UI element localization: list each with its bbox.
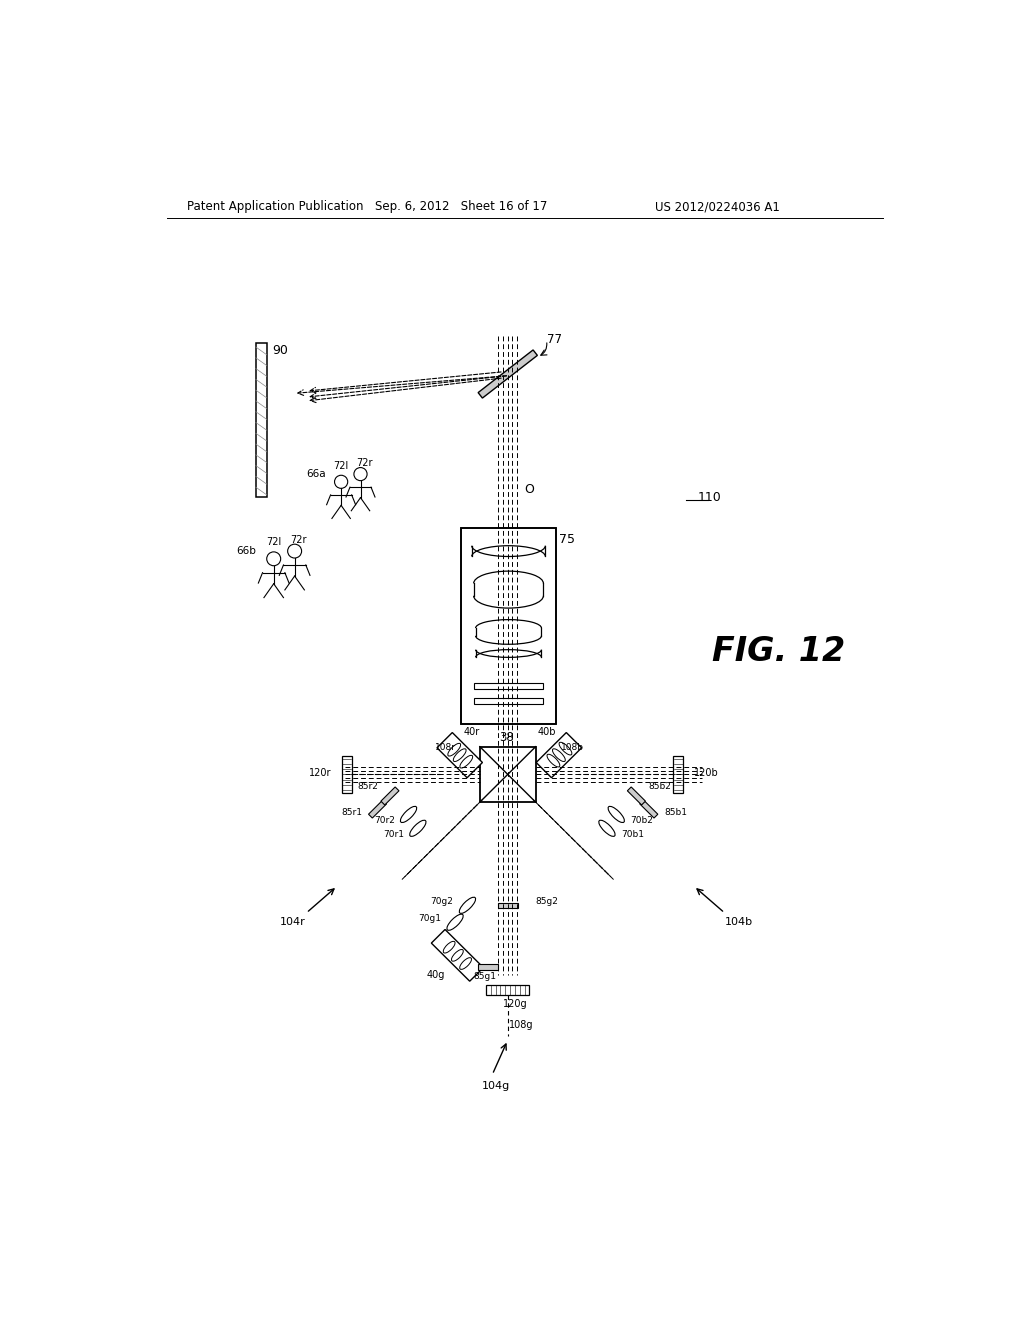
Text: 85r2: 85r2 [357, 783, 378, 791]
Text: FIG. 12: FIG. 12 [713, 635, 846, 668]
Text: 104r: 104r [280, 917, 305, 927]
Text: 40b: 40b [538, 727, 556, 737]
Text: O: O [524, 483, 535, 496]
Text: 90: 90 [272, 345, 289, 358]
Text: 85g1: 85g1 [473, 972, 496, 981]
Text: 85b2: 85b2 [648, 783, 671, 791]
Bar [461, 528, 556, 725]
Text: 70g2: 70g2 [431, 898, 454, 906]
Text: 77: 77 [547, 333, 562, 346]
Ellipse shape [599, 820, 615, 837]
Ellipse shape [553, 748, 565, 762]
Ellipse shape [608, 807, 625, 822]
Text: 72l: 72l [334, 462, 349, 471]
Text: 110: 110 [697, 491, 721, 504]
Polygon shape [342, 756, 351, 793]
Ellipse shape [266, 552, 281, 566]
Ellipse shape [460, 898, 475, 913]
Text: 70g1: 70g1 [418, 913, 441, 923]
Text: 120r: 120r [308, 768, 331, 777]
Polygon shape [673, 756, 683, 793]
Bar [461, 528, 556, 725]
Text: 72r: 72r [290, 535, 307, 545]
Text: 72r: 72r [356, 458, 373, 467]
Text: 72l: 72l [266, 537, 282, 546]
Polygon shape [431, 929, 483, 981]
Bar [480, 747, 536, 803]
Text: 75: 75 [559, 533, 575, 546]
Polygon shape [486, 985, 529, 995]
Polygon shape [369, 800, 387, 818]
Polygon shape [498, 903, 518, 908]
Bar [256, 343, 266, 498]
Ellipse shape [446, 915, 463, 931]
Ellipse shape [443, 941, 455, 953]
Ellipse shape [559, 742, 571, 755]
Text: 104b: 104b [725, 917, 753, 927]
Text: 70b2: 70b2 [630, 816, 653, 825]
Polygon shape [478, 964, 499, 970]
Polygon shape [640, 800, 657, 818]
Text: 85g2: 85g2 [535, 898, 558, 906]
Text: 70b1: 70b1 [621, 830, 644, 840]
Text: US 2012/0224036 A1: US 2012/0224036 A1 [654, 201, 779, 214]
Text: Patent Application Publication: Patent Application Publication [187, 201, 364, 214]
Text: 120b: 120b [693, 768, 719, 777]
Ellipse shape [335, 475, 348, 488]
Bar [474, 682, 544, 689]
Text: 120g: 120g [503, 999, 527, 1008]
Ellipse shape [547, 754, 560, 767]
Text: 70r2: 70r2 [374, 816, 394, 825]
Ellipse shape [410, 820, 426, 837]
Polygon shape [437, 733, 482, 777]
Text: 40g: 40g [426, 970, 444, 979]
Ellipse shape [460, 957, 471, 969]
Polygon shape [537, 733, 582, 777]
Ellipse shape [454, 748, 466, 762]
Ellipse shape [460, 755, 473, 768]
Ellipse shape [452, 949, 463, 961]
Bar [474, 698, 544, 705]
Ellipse shape [447, 743, 461, 756]
Polygon shape [628, 787, 645, 805]
Polygon shape [478, 350, 538, 399]
Text: 70r1: 70r1 [383, 830, 403, 840]
Text: 85b1: 85b1 [665, 808, 687, 817]
Ellipse shape [400, 807, 417, 822]
Text: 104g: 104g [482, 1081, 510, 1092]
Text: 40r: 40r [463, 727, 479, 737]
Polygon shape [381, 787, 399, 805]
Text: 108g: 108g [510, 1019, 534, 1030]
Text: Sep. 6, 2012   Sheet 16 of 17: Sep. 6, 2012 Sheet 16 of 17 [375, 201, 548, 214]
Text: 85r1: 85r1 [341, 808, 362, 817]
Text: 108r: 108r [435, 743, 457, 752]
Ellipse shape [288, 544, 302, 558]
Text: 38: 38 [499, 731, 514, 744]
Ellipse shape [354, 467, 367, 480]
Text: 108b: 108b [561, 743, 585, 752]
Text: 66a: 66a [306, 469, 326, 479]
Text: 66b: 66b [236, 546, 256, 556]
